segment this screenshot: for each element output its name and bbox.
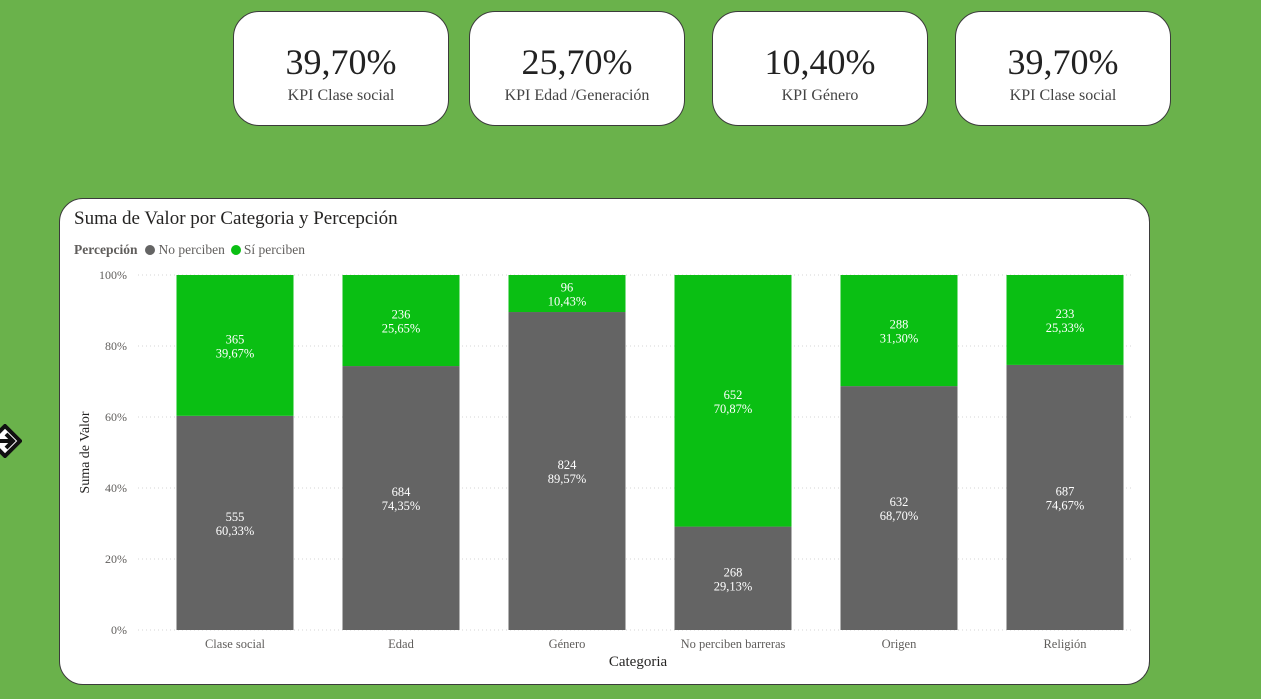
data-label-value: 555 (226, 510, 245, 524)
data-label-value: 233 (1056, 307, 1075, 321)
x-axis-title: Categoria (609, 654, 668, 670)
y-axis-title: Suma de Valor (78, 411, 93, 494)
kpi-value: 39,70% (1007, 42, 1119, 82)
bar-no-perciben (840, 386, 958, 630)
x-tick-label: Origen (882, 637, 917, 651)
kpi-card-genero[interactable]: 10,40% KPI Género (712, 11, 928, 126)
data-label-value: 288 (890, 318, 909, 332)
data-label-percent: 60,33% (216, 524, 255, 538)
bar-si-perciben (674, 275, 792, 527)
x-tick-label: Género (549, 637, 586, 651)
data-label-value: 268 (724, 565, 743, 579)
data-label-value: 824 (558, 458, 578, 472)
bar-no-perciben (674, 526, 792, 630)
kpi-label: KPI Clase social (287, 87, 395, 104)
bar-no-perciben (1006, 364, 1124, 630)
data-label-percent: 74,67% (1046, 498, 1085, 512)
kpi-value: 10,40% (764, 42, 876, 82)
bar-si-perciben (342, 275, 460, 367)
y-tick-label: 100% (99, 268, 127, 282)
data-label-value: 365 (226, 332, 245, 346)
bar-no-perciben (342, 366, 460, 630)
x-tick-label: Clase social (205, 637, 266, 651)
y-tick-label: 0% (111, 623, 127, 637)
legend-label-no-perciben: No perciben (158, 242, 225, 257)
data-label-percent: 68,70% (880, 509, 919, 523)
data-label-value: 96 (561, 281, 574, 295)
legend: Percepción No perciben Sí perciben (74, 242, 311, 258)
bar-no-perciben (508, 312, 626, 630)
y-tick-label: 80% (105, 339, 127, 353)
arrow-right-icon[interactable] (0, 424, 22, 458)
chart-card[interactable]: Suma de Valor por Categoria y Percepción… (59, 198, 1150, 685)
bar-si-perciben (176, 275, 294, 416)
data-label-value: 632 (890, 495, 909, 509)
kpi-card-clase-social[interactable]: 39,70% KPI Clase social (233, 11, 449, 126)
x-tick-label: Religión (1043, 637, 1087, 651)
kpi-label: KPI Género (781, 87, 859, 104)
data-label-percent: 31,30% (880, 332, 919, 346)
data-label-percent: 10,43% (548, 295, 587, 309)
bar-no-perciben (176, 415, 294, 630)
data-label-percent: 25,33% (1046, 321, 1085, 335)
data-label-percent: 25,65% (382, 322, 421, 336)
data-label-value: 687 (1056, 484, 1075, 498)
x-tick-label: No perciben barreras (681, 637, 786, 651)
legend-dot-no-perciben (145, 245, 156, 255)
y-tick-label: 60% (105, 410, 127, 424)
data-label-value: 236 (392, 308, 411, 322)
data-label-percent: 74,35% (382, 499, 421, 513)
x-tick-label: Edad (388, 637, 414, 651)
bar-si-perciben (508, 275, 626, 313)
kpi-value: 39,70% (285, 42, 397, 82)
kpi-label: KPI Edad /Generación (504, 87, 650, 104)
kpi-label: KPI Clase social (1009, 87, 1117, 104)
bar-si-perciben (1006, 275, 1124, 365)
legend-title: Percepción (74, 242, 138, 257)
data-label-percent: 39,67% (216, 346, 255, 360)
stacked-bar-chart: 0% 20% 40% 60% 80% 100% Suma de Valor 55560,33%… (78, 268, 1134, 670)
chart-title: Suma de Valor por Categoria y Percepción (74, 208, 398, 229)
legend-dot-si-perciben (230, 245, 241, 255)
data-label-percent: 89,57% (548, 472, 587, 486)
data-label-percent: 70,87% (714, 402, 753, 416)
bar-si-perciben (840, 275, 958, 387)
kpi-card-edad-generacion[interactable]: 25,70% KPI Edad /Generación (469, 11, 685, 126)
kpi-card-clase-social-2[interactable]: 39,70% KPI Clase social (955, 11, 1171, 126)
legend-item-no-perciben[interactable]: No perciben (145, 242, 225, 258)
data-label-value: 684 (392, 485, 412, 499)
legend-label-si-perciben: Sí perciben (243, 242, 305, 257)
data-label-value: 652 (724, 388, 743, 402)
kpi-value: 25,70% (521, 42, 633, 82)
y-tick-label: 20% (105, 552, 127, 566)
data-label-percent: 29,13% (714, 579, 753, 593)
y-tick-label: 40% (105, 481, 127, 495)
legend-item-si-perciben[interactable]: Sí perciben (230, 242, 305, 258)
